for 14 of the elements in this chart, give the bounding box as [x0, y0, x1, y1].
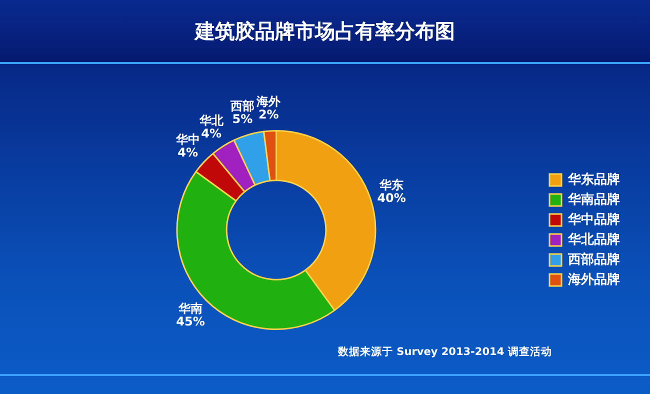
- legend-label: 华南品牌: [567, 191, 620, 208]
- data-label: 西部 5%: [229, 99, 254, 126]
- legend-label: 华东品牌: [567, 171, 620, 188]
- data-label: 海外 2%: [256, 94, 282, 122]
- text: 数据来源于 Survey 2013-2014 调查活动: [338, 345, 552, 359]
- data-label: 华南 45%: [176, 301, 205, 328]
- data-label: 华北 4%: [198, 113, 224, 140]
- data-label: 华中 4%: [174, 132, 200, 160]
- legend-label: 华中品牌: [567, 211, 620, 228]
- chart-title: 建筑胶品牌市场占有率分布图: [193, 18, 456, 45]
- legend-label: 海外品牌: [567, 271, 620, 288]
- data-label: 华东 40%: [377, 178, 406, 206]
- legend-label: 华北品牌: [567, 231, 620, 248]
- legend-label: 西部品牌: [567, 251, 620, 268]
